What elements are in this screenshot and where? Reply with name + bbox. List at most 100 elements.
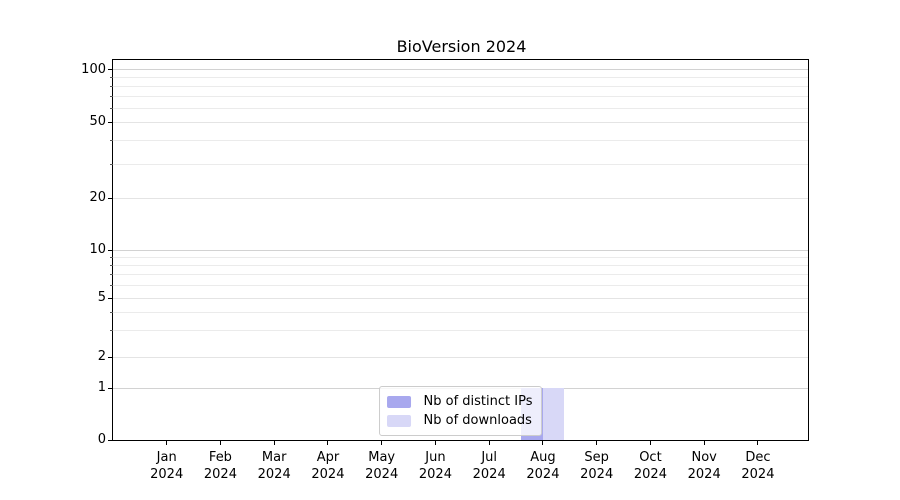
minor-gridline (113, 264, 808, 266)
y-tick-label: 50 (89, 114, 106, 129)
x-tick-label: Sep 2024 (567, 450, 627, 483)
x-tick-month: Mar (261, 450, 287, 465)
downloads-bar (542, 388, 565, 440)
minor-gridline (113, 284, 808, 286)
x-tick-mark (488, 441, 490, 445)
x-tick-mark (703, 441, 705, 445)
x-tick-year: 2024 (687, 466, 721, 482)
x-tick-year: 2024 (203, 466, 237, 482)
x-tick-mark (327, 441, 329, 445)
major-gridline (113, 249, 808, 251)
minor-gridline (113, 140, 808, 141)
y-tick-label: 20 (89, 190, 106, 205)
x-tick-year: 2024 (257, 466, 291, 482)
x-tick-mark (596, 441, 598, 445)
x-tick-month: Jan (156, 450, 177, 465)
minor-gridline (113, 76, 808, 78)
minor-gridline (113, 107, 808, 109)
y-tick-label: 5 (97, 290, 106, 305)
y-tick-mark (108, 297, 113, 299)
y-tick-mark (108, 249, 113, 251)
x-tick-year: 2024 (365, 466, 399, 482)
labeled-gridline (113, 356, 808, 358)
legend-item-distinct-ips: Nb of distinct IPs (386, 392, 533, 411)
y-tick-label: 10 (89, 242, 106, 257)
x-tick-month: Apr (316, 450, 340, 465)
y-minor-tick-mark (110, 85, 113, 87)
x-tick-label: Jan 2024 (137, 450, 197, 483)
x-tick-month: Jun (425, 450, 446, 465)
y-minor-tick-mark (110, 256, 113, 258)
x-tick-label: Feb 2024 (190, 450, 250, 483)
x-tick-month: May (368, 450, 396, 465)
major-gridline (113, 69, 808, 70)
y-tick-mark (108, 197, 113, 199)
x-tick-year: 2024 (741, 466, 775, 482)
x-tick-year: 2024 (150, 466, 184, 482)
plot-area: Nb of distinct IPs Nb of downloads (112, 59, 809, 441)
y-tick-mark (108, 387, 113, 389)
y-minor-tick-mark (110, 274, 113, 276)
x-tick-month: Dec (745, 450, 771, 465)
x-tick-month: Jul (481, 450, 498, 465)
minor-gridline (113, 163, 808, 165)
chart-title: BioVersion 2024 (396, 37, 527, 56)
minor-gridline (113, 330, 808, 332)
x-tick-month: Oct (639, 450, 662, 465)
y-minor-tick-mark (110, 163, 113, 165)
y-tick-mark (108, 356, 113, 358)
x-tick-mark (542, 441, 544, 445)
x-tick-month: Nov (691, 450, 717, 465)
minor-gridline (113, 256, 808, 258)
legend: Nb of distinct IPs Nb of downloads (378, 386, 543, 436)
y-tick-label: 100 (81, 61, 106, 77)
x-tick-year: 2024 (418, 466, 452, 482)
x-tick-label: May 2024 (352, 450, 412, 483)
x-tick-year: 2024 (311, 466, 345, 482)
x-tick-mark (381, 441, 383, 445)
legend-label-downloads: Nb of downloads (423, 413, 532, 428)
x-tick-mark (166, 441, 168, 445)
labeled-gridline (113, 197, 808, 199)
x-tick-year: 2024 (472, 466, 506, 482)
x-tick-label: Dec 2024 (728, 450, 788, 483)
y-tick-label: 1 (97, 380, 106, 395)
y-tick-mark (108, 69, 113, 70)
x-tick-label: Aug 2024 (513, 450, 573, 483)
downloads-swatch-icon (386, 414, 411, 427)
minor-gridline (113, 85, 808, 87)
minor-gridline (113, 96, 808, 97)
x-tick-month: Sep (584, 450, 609, 465)
y-minor-tick-mark (110, 96, 113, 97)
y-minor-tick-mark (110, 284, 113, 286)
x-tick-mark (757, 441, 759, 445)
y-minor-tick-mark (110, 76, 113, 78)
y-minor-tick-mark (110, 311, 113, 313)
x-tick-month: Feb (208, 450, 232, 465)
x-tick-label: Nov 2024 (674, 450, 734, 483)
minor-gridline (113, 274, 808, 276)
x-tick-label: Jun 2024 (405, 450, 465, 483)
x-tick-year: 2024 (580, 466, 614, 482)
x-tick-mark (273, 441, 275, 445)
y-minor-tick-mark (110, 264, 113, 266)
x-tick-year: 2024 (633, 466, 667, 482)
y-minor-tick-mark (110, 330, 113, 332)
x-tick-mark (434, 441, 436, 445)
labeled-gridline (113, 297, 808, 299)
y-minor-tick-mark (110, 107, 113, 109)
x-tick-label: Jul 2024 (459, 450, 519, 483)
labeled-gridline (113, 121, 808, 123)
x-tick-mark (219, 441, 221, 445)
legend-label-distinct-ips: Nb of distinct IPs (423, 394, 533, 409)
x-tick-label: Apr 2024 (298, 450, 358, 483)
x-tick-label: Oct 2024 (620, 450, 680, 483)
y-tick-label: 0 (97, 432, 106, 447)
y-tick-mark (108, 439, 113, 441)
x-tick-mark (649, 441, 651, 445)
x-tick-year: 2024 (526, 466, 560, 482)
x-tick-month: Aug (530, 450, 556, 465)
y-tick-label: 2 (97, 349, 106, 364)
x-tick-label: Mar 2024 (244, 450, 304, 483)
